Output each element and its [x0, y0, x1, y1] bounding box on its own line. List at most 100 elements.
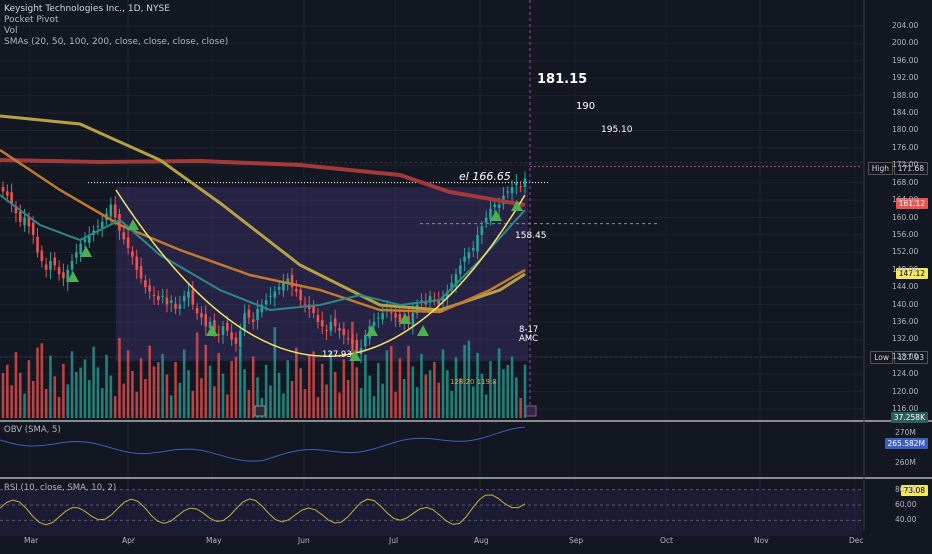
- annotation-el: el 166.65: [459, 170, 511, 183]
- volume-bar: [87, 380, 91, 418]
- candle-body: [182, 295, 186, 302]
- volume-bar: [18, 372, 22, 418]
- price-tick-label: 180.00: [892, 125, 919, 135]
- volume-bar: [471, 386, 475, 418]
- candle-body: [295, 288, 298, 292]
- volume-bar: [316, 397, 320, 418]
- candle-body: [299, 289, 302, 301]
- candle-body: [446, 291, 449, 298]
- candle-body: [96, 226, 100, 228]
- volume-bar: [247, 389, 251, 418]
- candle-body: [70, 261, 74, 270]
- volume-bar: [407, 345, 410, 418]
- volume-bar: [165, 374, 169, 418]
- volume-bar: [333, 371, 337, 418]
- candle-body: [277, 287, 281, 290]
- candle-body: [79, 243, 82, 255]
- price-tick-label: 164.00: [892, 195, 919, 205]
- high-value-badge: 171.68: [893, 162, 928, 175]
- volume-bar: [312, 351, 315, 418]
- candle-body: [398, 314, 402, 322]
- volume-bar: [458, 378, 462, 418]
- volume-bar: [96, 367, 100, 418]
- volume-bar: [433, 362, 436, 418]
- candle-body: [364, 335, 367, 347]
- volume-badge: 37.258K: [890, 412, 928, 423]
- volume-bar: [10, 385, 13, 418]
- volume-bar: [178, 382, 182, 418]
- low-label-badge: Low: [870, 351, 893, 364]
- candle-body: [122, 232, 126, 240]
- volume-bar: [187, 370, 190, 418]
- candle-body: [247, 309, 251, 318]
- price-tick-label: 168.00: [892, 177, 919, 187]
- volume-bar: [398, 358, 402, 418]
- candle-body: [109, 204, 113, 217]
- candle-body: [83, 239, 87, 242]
- price-tick-label: 116.00: [892, 404, 919, 413]
- candle-body: [213, 320, 216, 331]
- volume-bar: [411, 366, 415, 418]
- price-tick-label: 160.00: [892, 212, 919, 222]
- volume-bar: [221, 373, 225, 418]
- candle-body: [27, 217, 31, 227]
- volume-bar: [364, 354, 367, 418]
- price-tick-label: 196.00: [892, 55, 919, 65]
- volume-bar: [303, 389, 307, 418]
- candle-body: [31, 222, 35, 235]
- sma-200-line: [0, 158, 526, 207]
- volume-bar: [506, 364, 510, 418]
- candle-body: [523, 178, 527, 188]
- rsi-tick-label: 40.00: [895, 515, 917, 525]
- volume-bar: [497, 348, 501, 418]
- price-tick-label: 140.00: [892, 299, 919, 309]
- volume-bar: [200, 378, 203, 418]
- candle-body: [342, 328, 346, 336]
- sma-50-line: [0, 148, 526, 314]
- volume-bar: [152, 366, 156, 418]
- candle-body: [243, 313, 246, 331]
- candle-body: [320, 320, 324, 327]
- chart-legend: Keysight Technologies Inc., 1D, NYSE Poc…: [4, 4, 228, 48]
- candle-body: [493, 204, 497, 208]
- rsi-tick-label: 60.00: [895, 500, 917, 509]
- candle-body: [355, 340, 359, 353]
- candle-body: [118, 214, 121, 231]
- candle-body: [217, 334, 220, 336]
- candle-body: [100, 221, 104, 228]
- volume-bar: [441, 349, 445, 418]
- obv-legend: OBV (SMA, 5): [4, 425, 61, 435]
- candle-body: [87, 234, 91, 243]
- pocket-pivot-triangle: [511, 200, 523, 211]
- volume-bar: [269, 385, 272, 418]
- candle-body: [260, 304, 264, 313]
- candle-body: [6, 191, 9, 196]
- candle-body: [264, 300, 268, 305]
- candle-body: [208, 321, 212, 329]
- time-tick-label: Nov: [754, 536, 769, 545]
- volume-bar: [230, 361, 233, 418]
- volume-bar: [66, 384, 70, 418]
- volume-bar: [351, 321, 354, 418]
- candle-body: [44, 264, 48, 270]
- candle-body: [195, 308, 199, 314]
- volume-bar: [493, 381, 497, 418]
- candle-body: [251, 319, 255, 322]
- rsi-line: [0, 494, 526, 526]
- volume-info: 128.20 119.8: [450, 378, 497, 386]
- volume-bar: [238, 348, 242, 418]
- candle-body: [230, 332, 233, 340]
- candle-body: [506, 191, 510, 193]
- price-tick-label: 128.00: [892, 351, 919, 361]
- sma-100-line: [0, 114, 526, 312]
- candle-body: [515, 182, 518, 186]
- volume-bar: [290, 380, 294, 418]
- volume-bar: [389, 346, 393, 418]
- price-tick-label: 120.00: [892, 386, 919, 396]
- candle-body: [467, 252, 471, 259]
- time-tick-label: May: [206, 536, 222, 545]
- pocket-pivot-triangle: [67, 271, 79, 282]
- volume-bar: [226, 394, 229, 418]
